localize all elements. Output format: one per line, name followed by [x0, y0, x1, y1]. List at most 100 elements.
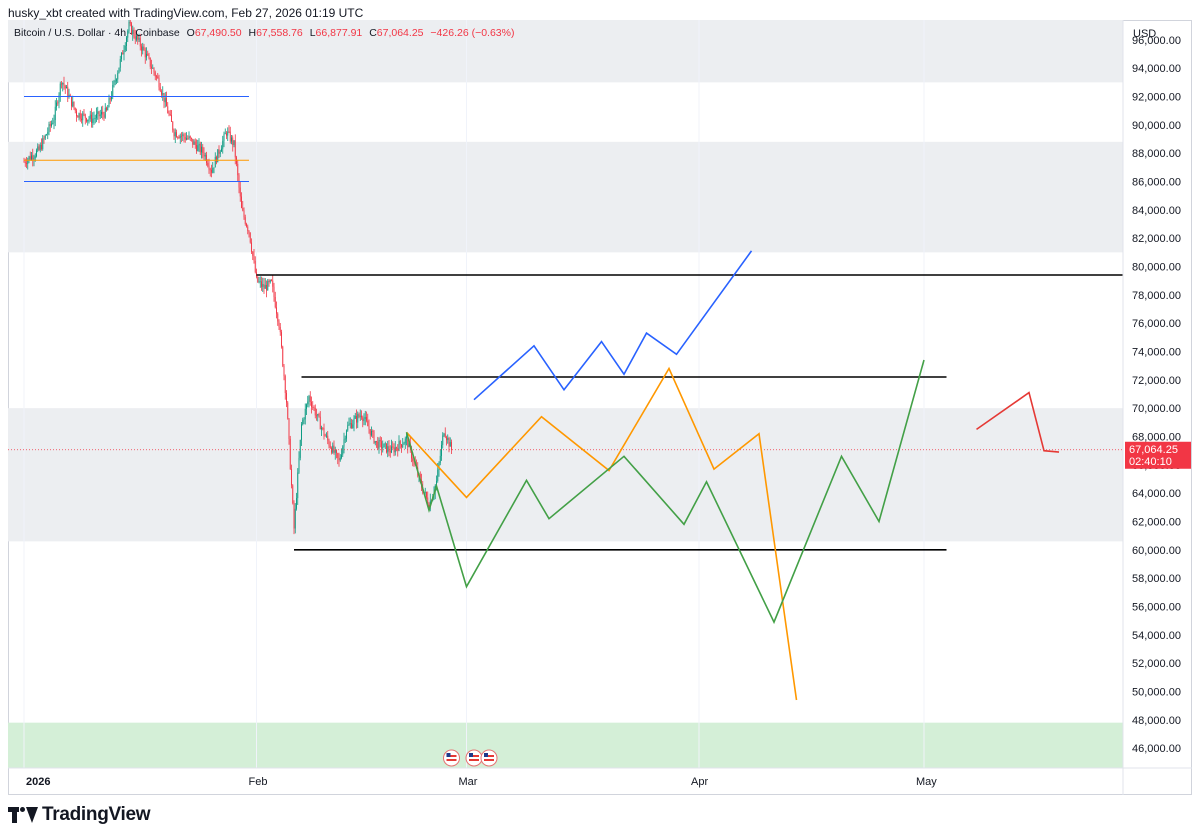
us-flag-event-icon — [443, 749, 460, 767]
candle-body — [244, 217, 246, 224]
candle-body — [43, 138, 45, 140]
candle-body — [393, 447, 395, 453]
candle-body — [189, 136, 191, 138]
candle-body — [224, 133, 226, 135]
candle-body — [84, 114, 86, 119]
candle-body — [69, 94, 71, 97]
candle-body — [101, 111, 102, 115]
candle-body — [302, 419, 304, 425]
candle-body — [191, 137, 192, 139]
candle-body — [286, 393, 287, 403]
candle-body — [267, 280, 269, 291]
candle-body — [86, 118, 87, 122]
high-label: H — [248, 27, 257, 39]
candle-body — [407, 436, 409, 448]
candle-body — [246, 223, 247, 227]
candle-body — [223, 133, 225, 141]
open-value: 67,490.50 — [194, 27, 242, 39]
price-tick-label: 58,000.00 — [1132, 573, 1181, 585]
candle-body — [254, 260, 256, 273]
candle-body — [444, 433, 446, 438]
candle-body — [196, 144, 197, 151]
candle-body — [376, 441, 377, 442]
candle-body — [78, 113, 80, 118]
candle-body — [368, 426, 370, 430]
candle-body — [371, 430, 372, 436]
candle-body — [321, 427, 322, 430]
candle-body — [71, 96, 72, 107]
candle-body — [102, 111, 104, 115]
candle-body — [97, 111, 99, 114]
candle-body — [266, 285, 267, 291]
candle-body — [171, 115, 172, 122]
candle-body — [216, 156, 217, 163]
candle-body — [219, 151, 221, 154]
candle-body — [197, 145, 199, 151]
time-tick-label: May — [916, 776, 937, 788]
price-tick-label: 68,000.00 — [1132, 432, 1181, 444]
candle-body — [129, 21, 131, 24]
candle-body — [251, 242, 252, 252]
candle-body — [134, 36, 136, 40]
candle-body — [369, 429, 371, 436]
candle-body — [446, 437, 447, 441]
candle-body — [156, 76, 157, 78]
candle-body — [42, 138, 44, 150]
flag-stripe — [446, 759, 457, 761]
candle-body — [213, 167, 215, 169]
candle-body — [168, 113, 170, 115]
candle-body — [29, 156, 31, 160]
flag-canton — [446, 753, 451, 757]
candle-body — [313, 406, 315, 408]
candle-body — [398, 440, 400, 451]
candle-body — [81, 118, 82, 121]
candle-body — [392, 446, 394, 448]
candle-body — [79, 113, 81, 119]
candle-body — [47, 132, 49, 135]
candle-body — [154, 72, 156, 77]
zone-gray — [8, 20, 1123, 83]
candle-body — [363, 419, 365, 422]
flag-canton — [469, 753, 473, 757]
candle-body — [228, 131, 230, 133]
candle-body — [312, 406, 314, 408]
candle-body — [157, 76, 159, 79]
candle-body — [149, 57, 151, 67]
candle-body — [372, 430, 374, 432]
tradingview-branding[interactable]: TradingView — [8, 804, 151, 826]
candle-body — [39, 144, 41, 150]
candle-body — [137, 35, 139, 40]
candle-body — [24, 161, 26, 164]
candle-body — [99, 114, 101, 117]
candle-body — [406, 436, 407, 439]
candle-body — [107, 107, 109, 111]
candle-body — [73, 101, 75, 108]
candle-body — [178, 137, 180, 139]
candle-body — [217, 149, 219, 163]
candle-body — [77, 116, 79, 118]
candle-body — [294, 508, 296, 529]
candle-body — [339, 457, 341, 461]
candle-body — [116, 79, 117, 81]
candle-body — [348, 424, 350, 426]
candle-body — [349, 423, 351, 425]
candle-body — [332, 445, 334, 453]
price-tick-label: 82,000.00 — [1132, 233, 1181, 245]
candle-body — [58, 95, 60, 104]
candle-body — [46, 134, 47, 136]
candle-body — [166, 98, 167, 107]
candle-body — [389, 450, 391, 453]
candle-body — [253, 255, 255, 261]
candle-body — [323, 428, 325, 436]
candle-body — [176, 132, 177, 138]
candle-body — [112, 85, 114, 97]
candle-body — [291, 469, 292, 486]
candle-body — [211, 169, 212, 173]
candle-body — [331, 447, 332, 453]
candle-body — [51, 123, 52, 126]
candle-body — [194, 141, 196, 145]
candle-body — [324, 435, 326, 437]
candle-body — [54, 106, 56, 121]
